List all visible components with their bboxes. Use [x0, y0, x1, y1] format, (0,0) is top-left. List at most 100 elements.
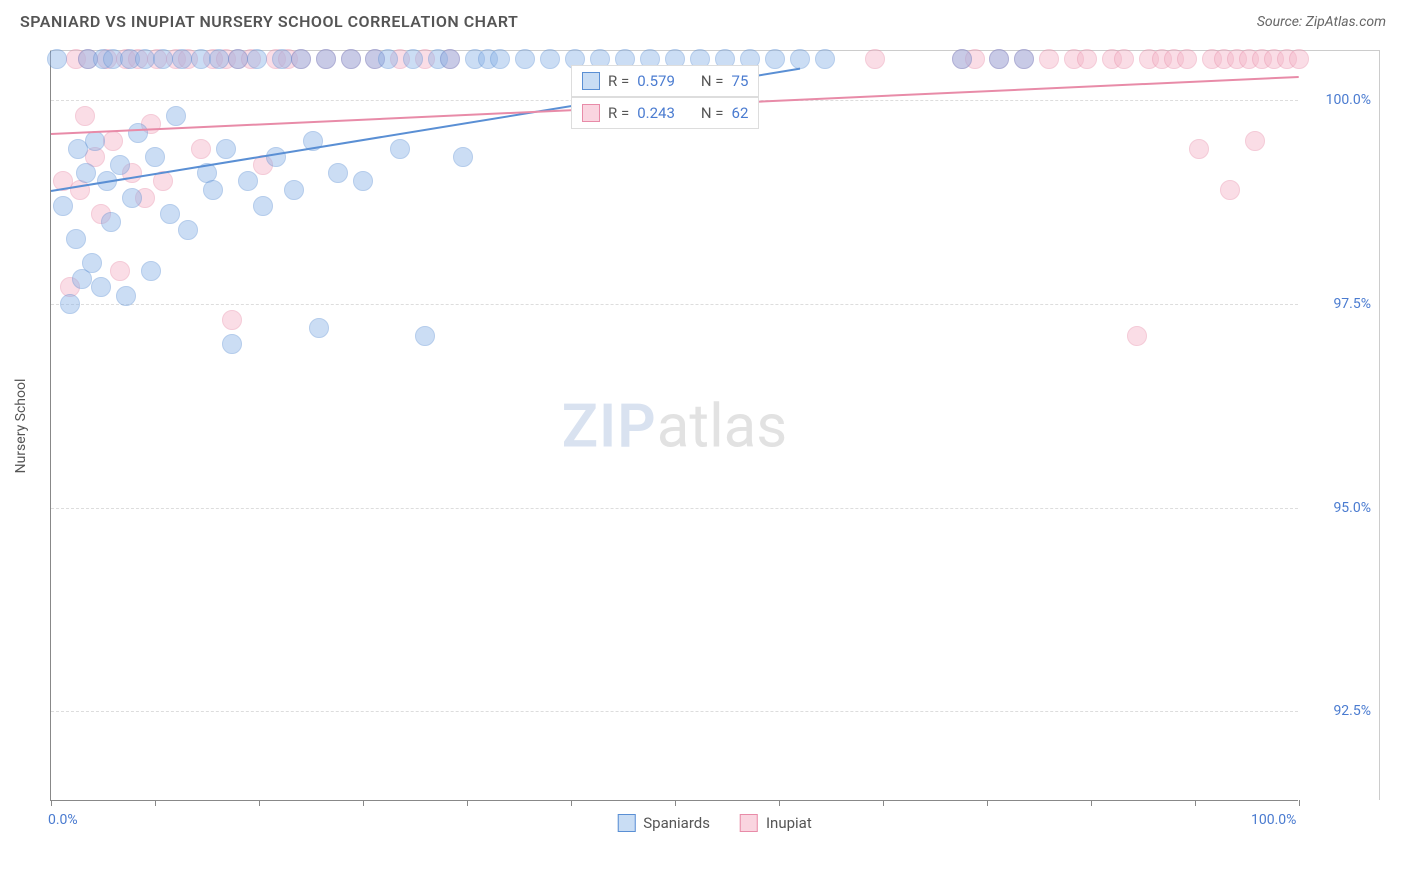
- watermark-zip: ZIP: [562, 390, 657, 461]
- scatter-point: [515, 49, 535, 69]
- chart-container: Nursery School ZIPatlas 0.0%100.0%R =0.5…: [50, 50, 1380, 800]
- scatter-point: [82, 253, 102, 273]
- scatter-point: [145, 147, 165, 167]
- x-tick: [51, 800, 52, 806]
- scatter-point: [1289, 49, 1309, 69]
- watermark: ZIPatlas: [562, 390, 788, 461]
- scatter-point: [238, 171, 258, 191]
- scatter-point: [1077, 49, 1097, 69]
- scatter-point: [1189, 139, 1209, 159]
- legend-item: Inupiat: [740, 814, 812, 832]
- legend-label: Inupiat: [766, 814, 812, 832]
- scatter-point: [222, 310, 242, 330]
- scatter-point: [122, 188, 142, 208]
- plot-area: Nursery School ZIPatlas 0.0%100.0%R =0.5…: [50, 51, 1298, 801]
- legend-label: Spaniards: [643, 814, 710, 832]
- y-tick-label: 95.0%: [1333, 500, 1371, 516]
- gridline: [51, 711, 1298, 712]
- scatter-point: [1245, 131, 1265, 151]
- scatter-point: [209, 49, 229, 69]
- scatter-point: [128, 123, 148, 143]
- scatter-point: [191, 49, 211, 69]
- scatter-point: [266, 147, 286, 167]
- scatter-point: [153, 49, 173, 69]
- y-axis-title: Nursery School: [13, 378, 29, 473]
- scatter-point: [272, 49, 292, 69]
- scatter-point: [75, 106, 95, 126]
- stat-r-value: 0.243: [637, 104, 675, 122]
- scatter-point: [60, 294, 80, 314]
- scatter-point: [166, 106, 186, 126]
- legend-swatch: [617, 814, 635, 832]
- stat-n-label: N =: [701, 104, 724, 122]
- x-tick: [467, 800, 468, 806]
- scatter-point: [490, 49, 510, 69]
- scatter-point: [316, 49, 336, 69]
- scatter-point: [110, 155, 130, 175]
- x-tick: [987, 800, 988, 806]
- stat-box: R =0.579N =75: [571, 65, 759, 97]
- scatter-point: [865, 49, 885, 69]
- scatter-point: [403, 49, 423, 69]
- scatter-point: [222, 334, 242, 354]
- stat-r-label: R =: [608, 72, 629, 90]
- scatter-point: [309, 318, 329, 338]
- legend-item: Spaniards: [617, 814, 710, 832]
- gridline: [51, 304, 1298, 305]
- y-tick-label: 97.5%: [1333, 296, 1371, 312]
- scatter-point: [1127, 326, 1147, 346]
- scatter-point: [101, 212, 121, 232]
- x-tick: [155, 800, 156, 806]
- scatter-point: [415, 326, 435, 346]
- legend-swatch: [740, 814, 758, 832]
- scatter-point: [160, 204, 180, 224]
- x-tick: [675, 800, 676, 806]
- stat-swatch: [582, 104, 600, 122]
- x-tick: [779, 800, 780, 806]
- x-tick: [1195, 800, 1196, 806]
- scatter-point: [76, 163, 96, 183]
- scatter-point: [989, 49, 1009, 69]
- scatter-point: [110, 261, 130, 281]
- scatter-point: [247, 49, 267, 69]
- scatter-point: [440, 49, 460, 69]
- scatter-point: [790, 49, 810, 69]
- scatter-point: [47, 49, 67, 69]
- scatter-point: [284, 180, 304, 200]
- scatter-point: [228, 49, 248, 69]
- scatter-point: [540, 49, 560, 69]
- scatter-point: [172, 49, 192, 69]
- scatter-point: [1220, 180, 1240, 200]
- chart-title: SPANIARD VS INUPIAT NURSERY SCHOOL CORRE…: [20, 12, 518, 31]
- gridline: [51, 508, 1298, 509]
- scatter-point: [216, 139, 236, 159]
- watermark-atlas: atlas: [657, 390, 787, 461]
- scatter-point: [203, 180, 223, 200]
- scatter-point: [453, 147, 473, 167]
- source-attribution: Source: ZipAtlas.com: [1257, 14, 1386, 30]
- x-tick: [259, 800, 260, 806]
- y-tick-label: 92.5%: [1333, 703, 1371, 719]
- x-tick: [363, 800, 364, 806]
- scatter-point: [253, 196, 273, 216]
- scatter-point: [1114, 49, 1134, 69]
- stat-box: R =0.243N =62: [571, 97, 759, 129]
- scatter-point: [103, 131, 123, 151]
- scatter-point: [66, 229, 86, 249]
- scatter-point: [141, 261, 161, 281]
- scatter-point: [341, 49, 361, 69]
- scatter-point: [85, 131, 105, 151]
- x-tick: [571, 800, 572, 806]
- scatter-point: [328, 163, 348, 183]
- scatter-point: [53, 196, 73, 216]
- legend: Spaniards Inupiat: [617, 814, 812, 832]
- scatter-point: [1039, 49, 1059, 69]
- scatter-point: [1014, 49, 1034, 69]
- scatter-point: [116, 286, 136, 306]
- x-tick: [883, 800, 884, 806]
- stat-swatch: [582, 72, 600, 90]
- scatter-point: [135, 49, 155, 69]
- scatter-point: [91, 277, 111, 297]
- scatter-point: [178, 220, 198, 240]
- scatter-point: [291, 49, 311, 69]
